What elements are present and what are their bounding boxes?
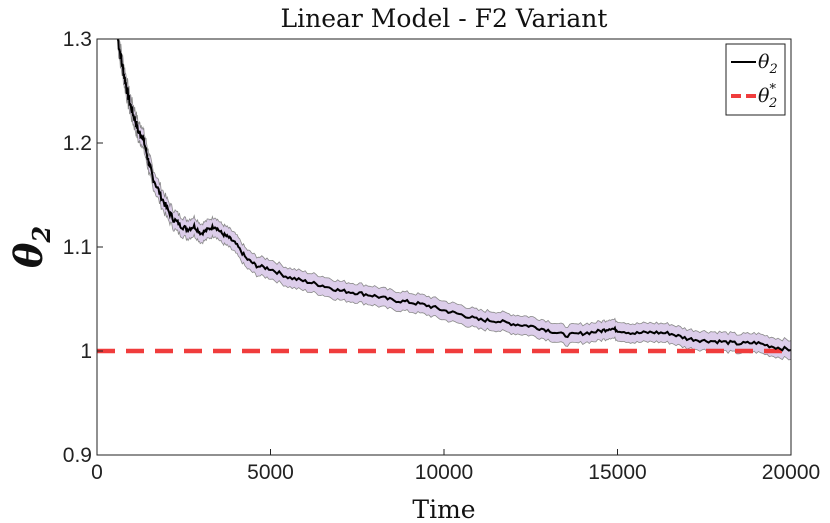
legend-label-theta2-sub: 2 xyxy=(768,62,777,77)
x-tick-label-3: 15000 xyxy=(588,461,646,484)
x-tick-label-4: 20000 xyxy=(762,461,820,484)
series-theta2-line xyxy=(116,39,791,352)
legend-label-theta2-star: θ* 2 xyxy=(758,82,777,111)
chart-title: Linear Model - F2 Variant xyxy=(281,4,608,33)
x-tick-label-0: 0 xyxy=(91,461,103,484)
y-axis-label-main: θ xyxy=(6,242,51,268)
x-tick-label-1: 5000 xyxy=(247,461,294,484)
legend-label-theta2-star-sup: * xyxy=(769,82,776,97)
legend: θ2 θ* 2 xyxy=(725,43,786,116)
x-axis-label: Time xyxy=(412,495,475,523)
legend-label-theta2-star-main: θ xyxy=(758,85,770,107)
y-tick-label-2: 1.1 xyxy=(63,236,92,259)
x-tick-label-2: 10000 xyxy=(415,461,473,484)
y-axis-ticks: 0.9 1 1.1 1.2 1.3 xyxy=(63,28,103,467)
confidence-band-lower-edge xyxy=(117,48,791,361)
legend-box xyxy=(725,43,786,116)
confidence-band xyxy=(117,39,791,360)
series-layer xyxy=(97,39,791,354)
y-tick-label-3: 1.2 xyxy=(63,132,92,155)
y-axis-label: θ2 xyxy=(6,226,56,268)
legend-label-theta2: θ2 xyxy=(758,51,778,77)
confidence-band-layer xyxy=(117,39,791,361)
svg-text:θ2: θ2 xyxy=(6,226,56,268)
confidence-band-upper-edge xyxy=(118,39,791,342)
plot-frame xyxy=(96,38,792,456)
legend-label-theta2-star-sub: 2 xyxy=(768,96,777,111)
y-axis-label-subscript: 2 xyxy=(27,226,56,244)
legend-label-theta2-main: θ xyxy=(758,51,770,73)
y-tick-label-4: 1.3 xyxy=(63,28,92,51)
x-axis-ticks: 0 5000 10000 15000 20000 xyxy=(91,449,820,484)
y-tick-label-0: 0.9 xyxy=(63,444,92,467)
y-tick-label-1: 1 xyxy=(80,340,92,363)
